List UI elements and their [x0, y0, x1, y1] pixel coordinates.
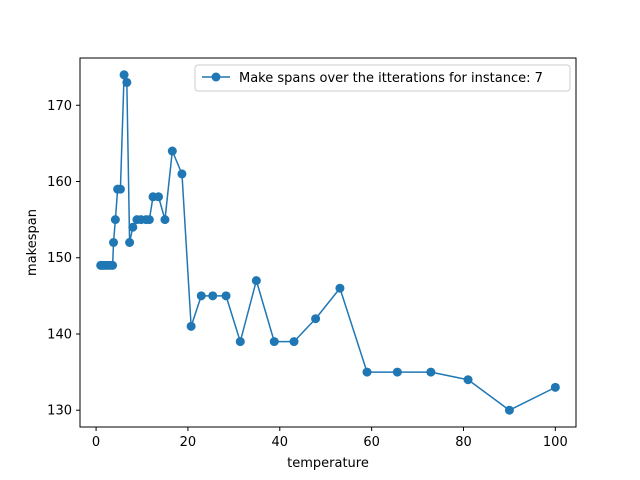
y-tick-label: 130	[47, 404, 72, 419]
legend-box	[194, 64, 571, 92]
x-tick-label: 40	[272, 435, 289, 450]
data-point	[504, 405, 514, 415]
y-tick-label: 160	[47, 175, 72, 190]
y-tick-label: 150	[47, 251, 72, 266]
x-tick-label: 60	[363, 435, 380, 450]
data-point	[128, 222, 138, 232]
data-point	[251, 276, 261, 286]
x-tick-label: 0	[92, 435, 100, 450]
data-point	[144, 215, 154, 225]
data-point	[186, 321, 196, 331]
legend-entry: Make spans over the itterations for inst…	[239, 71, 543, 86]
data-point	[160, 215, 170, 225]
data-point	[550, 382, 560, 392]
legend-dot-marker	[211, 72, 221, 82]
data-point	[108, 260, 118, 270]
data-point	[125, 238, 135, 247]
data-point	[392, 367, 402, 377]
data-point	[221, 291, 231, 301]
data-point	[154, 192, 164, 202]
x-axis-label: temperature	[287, 456, 369, 471]
data-point	[289, 337, 299, 347]
data-point	[177, 169, 187, 179]
data-point	[463, 375, 473, 385]
series-line	[100, 74, 556, 411]
plot-frame	[79, 57, 577, 428]
x-axis: 0 20 40 60 80 100	[92, 427, 568, 450]
data-point	[269, 337, 279, 347]
x-tick-label: 100	[543, 435, 568, 450]
data-point	[167, 146, 177, 156]
data-point	[110, 215, 120, 225]
data-point	[122, 77, 132, 87]
y-tick-label: 140	[47, 327, 72, 342]
x-tick-label: 20	[180, 435, 197, 450]
y-axis: 130 140 150 160 170	[47, 99, 80, 419]
data-point	[208, 291, 218, 301]
data-point	[109, 238, 119, 247]
data-point	[196, 291, 206, 301]
y-tick-label: 170	[47, 99, 72, 114]
data-point	[119, 70, 129, 80]
y-axis-label: makespan	[25, 209, 40, 276]
data-point	[362, 367, 372, 377]
plot-area	[96, 70, 560, 415]
data-point	[426, 367, 436, 377]
x-tick-label: 80	[455, 435, 472, 450]
legend: Make spans over the itterations for inst…	[194, 64, 571, 92]
data-point	[311, 314, 321, 324]
data-point	[235, 337, 245, 347]
data-point	[335, 283, 345, 293]
data-point	[115, 184, 125, 194]
